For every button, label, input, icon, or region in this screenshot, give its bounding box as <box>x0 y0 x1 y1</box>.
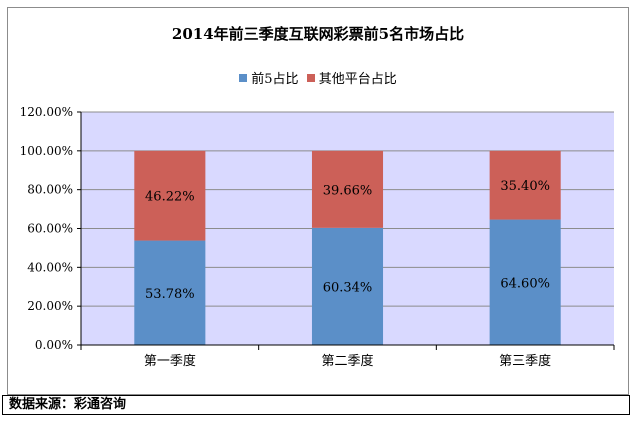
x-tick-label: 第三季度 <box>499 353 551 369</box>
y-tick-label: 0.00% <box>35 338 73 352</box>
data-label: 64.60% <box>500 276 550 291</box>
legend-label-others: 其他平台占比 <box>318 72 397 87</box>
x-axis: 第一季度 第二季度 第三季度 <box>80 344 615 369</box>
bar-segment-top5 <box>311 227 384 345</box>
bar-segment-others <box>134 150 206 241</box>
data-label: 39.66% <box>323 183 373 198</box>
y-tick-label: 80.00% <box>27 183 73 197</box>
chart-legend: 前5占比 其他平台占比 <box>0 68 636 87</box>
bar-segment-top5 <box>489 219 561 345</box>
legend-item-others: 其他平台占比 <box>306 68 397 87</box>
data-label: 53.78% <box>145 287 195 302</box>
x-tick-label: 第一季度 <box>144 353 196 369</box>
bar-segment-top5 <box>134 240 206 345</box>
data-label: 60.34% <box>323 280 373 295</box>
legend-item-top5: 前5占比 <box>239 68 299 87</box>
data-label: 46.22% <box>145 190 195 205</box>
legend-swatch-others <box>306 73 315 82</box>
y-tick-label: 40.00% <box>27 260 73 274</box>
legend-swatch-top5 <box>239 73 248 82</box>
bars: 53.78% 46.22% 60.34% 39.66% 64.60% 35.40% <box>134 150 561 345</box>
data-source-footer: 数据来源：彩通咨询 <box>2 395 630 415</box>
x-tick-label: 第二季度 <box>321 353 373 369</box>
bar-segment-others <box>489 150 561 220</box>
y-tick-label: 60.00% <box>27 222 73 236</box>
chart-title: 2014年前三季度互联网彩票前5名市场占比 <box>171 25 465 43</box>
bar-segment-others <box>311 150 384 228</box>
y-axis: 0.00% 20.00% 40.00% 60.00% 80.00% 100.00% 120.… <box>20 105 82 352</box>
y-tick-label: 120.00% <box>20 105 73 119</box>
legend-label-top5: 前5占比 <box>251 72 299 87</box>
y-tick-label: 20.00% <box>27 299 73 313</box>
data-label: 35.40% <box>500 179 550 194</box>
y-tick-label: 100.00% <box>20 144 73 158</box>
